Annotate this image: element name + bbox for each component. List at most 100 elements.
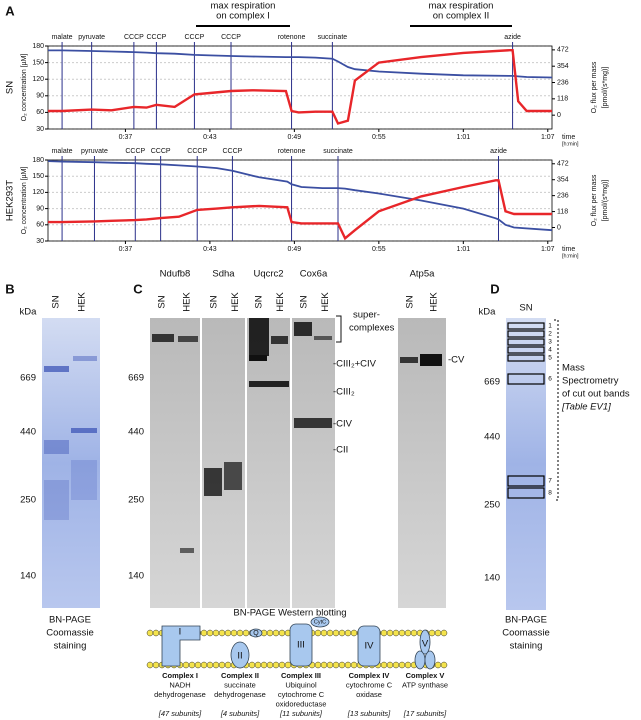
unit-label: kDa (479, 307, 497, 318)
bracket-label: on complex II (433, 11, 490, 22)
lipid (434, 661, 442, 669)
lipid (344, 629, 352, 637)
blot-bands (152, 318, 442, 553)
subunit-count: [11 subunits] (279, 709, 323, 718)
supercomplex-bracket (336, 315, 342, 343)
gel-d (506, 318, 546, 610)
event-label: azide (490, 148, 507, 155)
lipid (152, 629, 160, 637)
lane-label: SN (299, 295, 310, 308)
subunit-count: [17 subunits] (403, 709, 447, 718)
y-tick-label: 180 (32, 43, 44, 50)
band-label: complexes (349, 323, 395, 334)
lipid (218, 661, 226, 669)
caption: staining (510, 641, 543, 652)
band-number: 7 (548, 478, 552, 485)
lipid (224, 629, 232, 637)
y-tick-label: 120 (32, 76, 44, 83)
band-number: 3 (548, 339, 552, 346)
y2-tick-label: 236 (557, 79, 569, 86)
y-tick-label: 60 (36, 109, 44, 116)
caption: BN-PAGE (505, 615, 547, 626)
lipid (380, 629, 388, 637)
symbol: Q (253, 630, 259, 637)
caption: BN-PAGE (49, 615, 91, 626)
complex-text: dehydrogenase (214, 690, 266, 699)
band-number: 1 (548, 323, 552, 330)
marker-label: 669 (128, 373, 144, 384)
series-line (48, 179, 552, 241)
x-tick-label: 0:55 (372, 134, 386, 141)
antibody-label: Sdha (212, 269, 235, 280)
series-line (48, 49, 552, 125)
x-tick-label: 0:49 (288, 246, 302, 253)
plot-frame (47, 45, 553, 130)
bracket-label: on complex I (216, 11, 270, 22)
lipid (272, 661, 280, 669)
complex-text: oxidoreductase (276, 699, 327, 708)
lipid (188, 661, 196, 669)
event-label: pyruvate (78, 34, 105, 41)
lipid (404, 661, 412, 669)
complex-text: oxidase (356, 690, 382, 699)
lipid (248, 661, 256, 669)
complex-text: Ubiquinol (285, 680, 317, 689)
x-tick-label: 0:43 (203, 134, 217, 141)
gel-d-bracket (554, 319, 559, 501)
lipid (404, 629, 412, 637)
lipid (434, 629, 442, 637)
band-number: 4 (548, 347, 552, 354)
marker-label: 250 (20, 495, 36, 506)
marker-label: 669 (20, 373, 36, 384)
complex-symbol: IV (365, 641, 375, 652)
lipid (392, 629, 400, 637)
panel-label: C (133, 281, 143, 296)
y-tick-label: 120 (32, 189, 44, 196)
event-label: CCCP (124, 34, 144, 41)
lipid (398, 661, 406, 669)
series-line (48, 49, 553, 79)
lipid (146, 629, 154, 637)
x-tick-label: 0:37 (119, 246, 133, 253)
panel-label: A (5, 3, 15, 18)
symbol: CytC (314, 619, 326, 625)
band-number: 5 (548, 355, 552, 362)
event-label: CCCP (187, 148, 207, 155)
lane-label: SN (51, 295, 62, 308)
y-tick-label: 30 (36, 126, 44, 133)
caption: Coomassie (502, 628, 550, 639)
y-tick-label: 180 (32, 157, 44, 164)
y-tick-label: 30 (36, 238, 44, 245)
blot-dividers (200, 318, 292, 608)
event-label: CCCP (184, 34, 204, 41)
lane-label: HEK (320, 292, 331, 312)
antibody-label: Atp5a (410, 269, 436, 280)
x-tick-label: 0:49 (288, 134, 302, 141)
lipid (338, 661, 346, 669)
event-label: pyruvate (81, 148, 108, 155)
row-label: SN (5, 81, 16, 94)
band-label: -CIII₂ (333, 387, 355, 398)
complex-text: succinate (224, 680, 256, 689)
event-label: succinate (323, 148, 353, 155)
lipid (200, 629, 208, 637)
lipid (266, 661, 274, 669)
y2-axis-label: [pmol/(s*mg)] (602, 67, 609, 109)
lipid (332, 661, 340, 669)
complex-text: dehydrogenase (154, 690, 206, 699)
row-label: HEK293T (5, 180, 16, 221)
y2-axis-label: [pmol/(s*mg)] (602, 180, 609, 222)
lane-label: SN (254, 295, 265, 308)
complex-text: Complex II (221, 671, 259, 680)
marker-label: 440 (484, 432, 500, 443)
bracket-label: max respiration (211, 1, 276, 12)
lane-label: HEK (230, 292, 241, 312)
caption: staining (54, 641, 87, 652)
lipid (284, 661, 292, 669)
x-tick-label: 1:07 (541, 246, 555, 253)
complex-text: Complex III (281, 671, 321, 680)
antibody-label: Ndufb8 (160, 269, 191, 280)
y-axis-label: O₂ concentration [µM] (21, 54, 28, 122)
marker-label: 669 (484, 377, 500, 388)
band-label: -CII (333, 445, 348, 456)
